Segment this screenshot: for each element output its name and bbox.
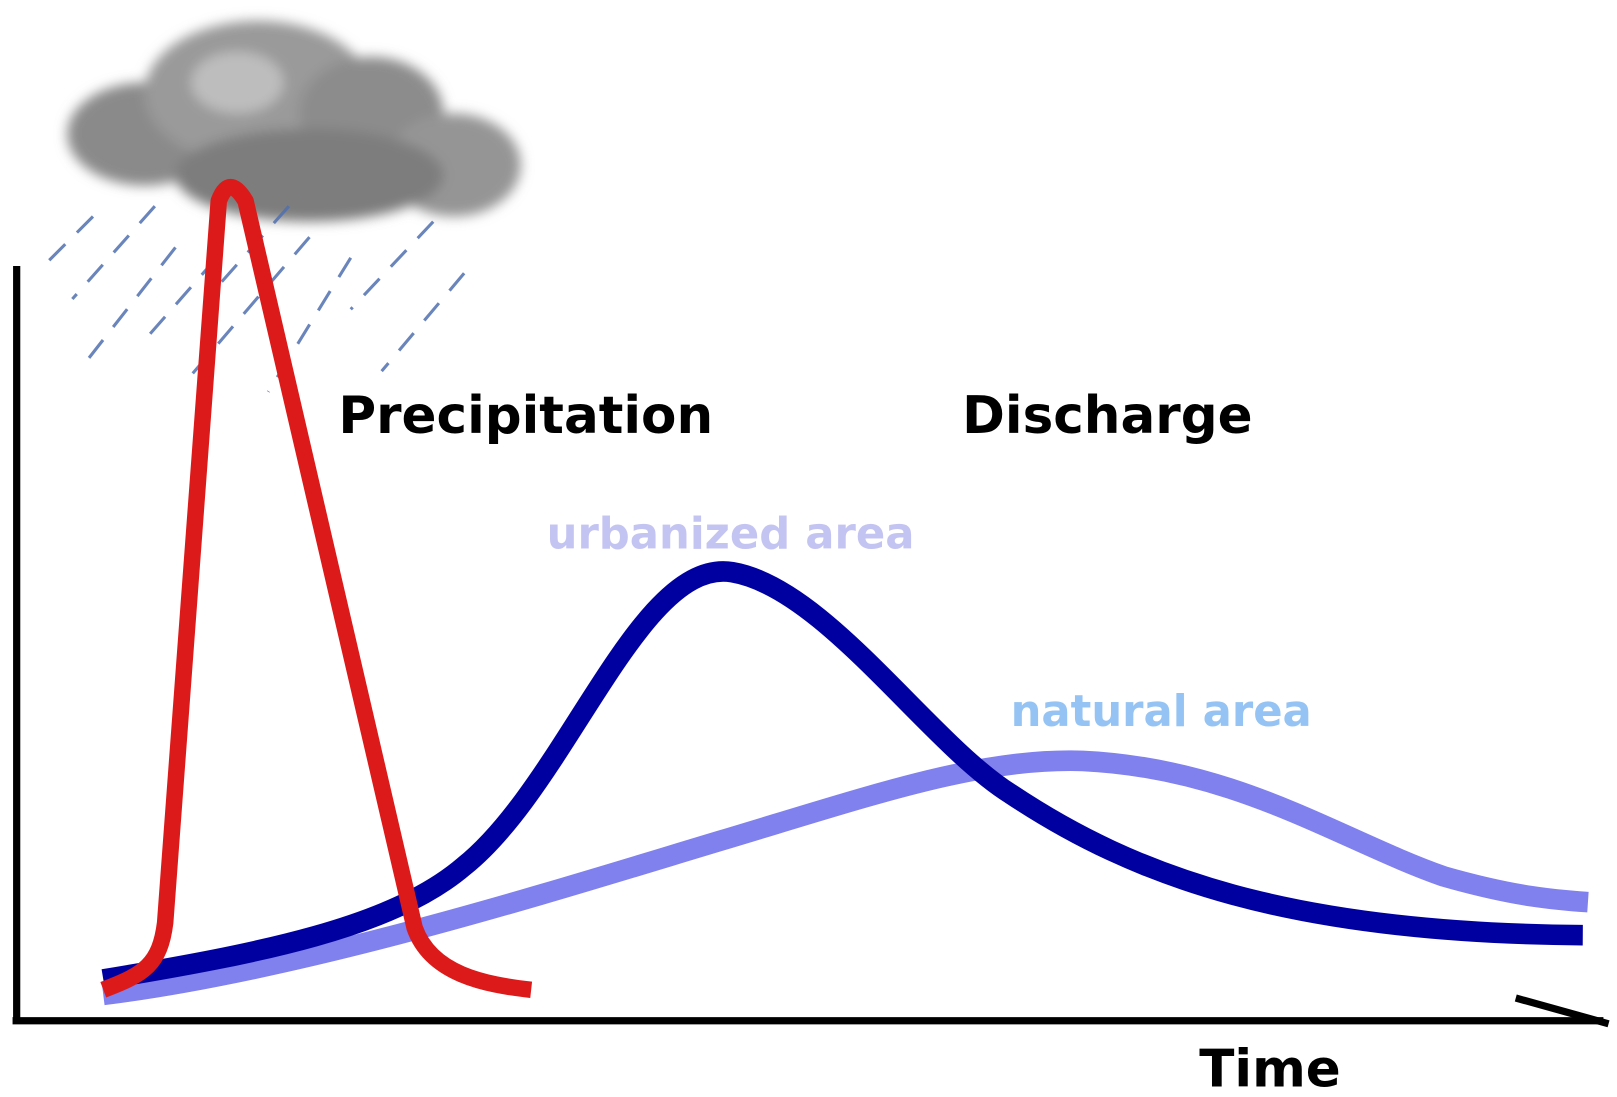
urbanized-area-curve (103, 571, 1583, 979)
precipitation-label: Precipitation (338, 386, 713, 446)
x-axis-label: Time (1199, 1040, 1341, 1097)
page: Precipitation Discharge urbanized area n… (0, 0, 1617, 1097)
cloud (67, 21, 521, 222)
urbanized-area-label: urbanized area (547, 510, 915, 560)
natural-area-label: natural area (1011, 687, 1312, 737)
hydrograph-diagram: Precipitation Discharge urbanized area n… (0, 0, 1617, 1097)
discharge-label: Discharge (962, 386, 1252, 446)
natural-area-curve (103, 761, 1588, 995)
